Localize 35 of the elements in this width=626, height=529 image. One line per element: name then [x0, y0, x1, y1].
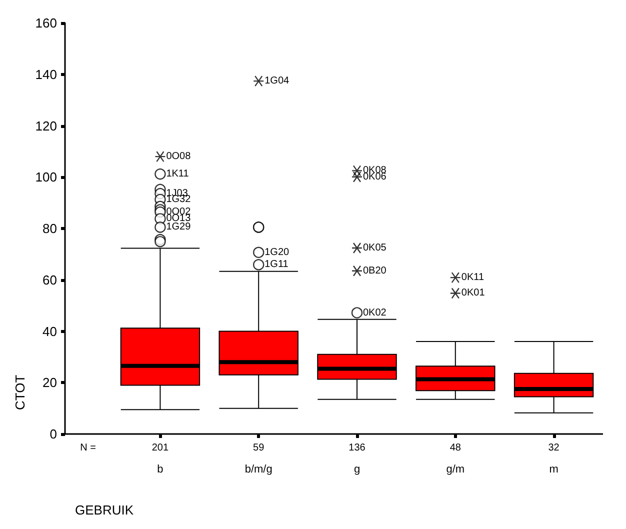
annotation: 1G11: [264, 259, 289, 270]
annotation: 0K02: [363, 307, 387, 318]
x-tick-label: g/m: [446, 464, 465, 476]
x-tick-label: m: [549, 464, 558, 476]
x-tick-label: b: [157, 464, 164, 476]
annotation: 0K06: [363, 171, 387, 182]
annotation: 0K01: [461, 288, 486, 299]
y-axis-title: CTOT: [12, 374, 28, 410]
annotation: 1K11: [166, 168, 190, 180]
text: 201: [152, 442, 169, 454]
y-tick-label: 20: [42, 375, 57, 390]
x-tick-label: b/m/g: [244, 464, 272, 476]
text: 32: [548, 442, 560, 454]
annotation: 1G20: [264, 246, 290, 258]
annotation: 0K11: [461, 272, 484, 284]
x-tick-label: g: [354, 464, 360, 476]
annotation: 0O08: [166, 151, 192, 162]
annotation: 1G32: [166, 194, 192, 205]
y-tick-label: 160: [35, 16, 57, 30]
y-tick-label: 120: [35, 118, 57, 134]
text: N =: [80, 442, 96, 454]
annotation: 1G04: [264, 76, 290, 87]
x-axis-title: GEBRUIK: [75, 502, 134, 518]
text: 59: [253, 442, 265, 454]
annotation: 0B20: [363, 265, 387, 276]
y-tick-label: 0: [50, 426, 57, 442]
text: 48: [450, 442, 462, 454]
y-tick-label: 80: [42, 221, 57, 236]
y-tick-label: 100: [35, 170, 57, 185]
y-tick-label: 60: [42, 272, 57, 288]
y-tick-label: 40: [42, 324, 57, 339]
text: 136: [348, 442, 366, 454]
annotation: 1G29: [166, 222, 192, 233]
annotation: 0K05: [363, 242, 387, 254]
y-tick-label: 140: [35, 66, 57, 82]
